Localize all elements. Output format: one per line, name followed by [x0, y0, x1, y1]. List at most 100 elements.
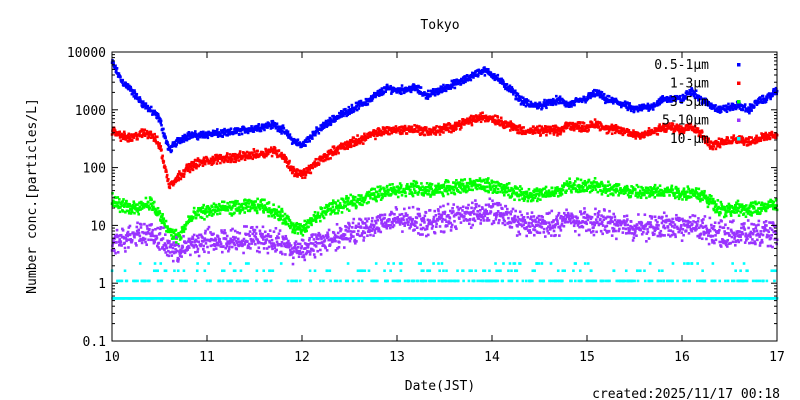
data-point-series-2: [313, 210, 317, 214]
data-point-series-2: [413, 191, 417, 195]
data-point-series-0: [598, 92, 601, 95]
data-point-series-1: [457, 124, 460, 128]
data-point-series-2: [457, 190, 460, 194]
data-point-series-2: [263, 198, 266, 202]
data-point-series-2: [493, 190, 497, 194]
data-point-series-2: [626, 193, 630, 197]
data-point-series-0: [385, 88, 388, 91]
data-point-series-0: [115, 67, 119, 70]
data-point-series-1: [187, 162, 191, 166]
data-point-series-0: [275, 122, 279, 126]
data-point-series-2: [573, 183, 576, 187]
data-point-series-1: [577, 125, 581, 128]
data-point-series-0: [514, 97, 517, 101]
data-point-series-0: [601, 95, 604, 99]
data-point-series-2: [244, 206, 248, 210]
data-point-series-2: [124, 210, 127, 214]
data-point-series-1: [485, 118, 489, 121]
data-point-series-1: [213, 158, 217, 161]
data-point-series-1: [401, 132, 404, 135]
data-point-series-2: [287, 217, 291, 221]
data-point-series-1: [301, 176, 304, 180]
data-point-series-2: [574, 187, 577, 191]
data-point-series-1: [228, 157, 232, 161]
data-point-series-2: [238, 206, 241, 209]
data-point-series-0: [347, 105, 351, 109]
data-point-series-2: [535, 187, 539, 190]
data-point-series-0: [114, 64, 117, 68]
data-point-series-2: [236, 209, 240, 212]
data-point-series-1: [663, 130, 666, 133]
data-point-series-1: [596, 120, 600, 124]
data-point-series-1: [633, 132, 637, 136]
data-point-series-1: [549, 125, 552, 129]
data-point-series-1: [124, 138, 128, 141]
data-point-series-2: [454, 184, 457, 187]
data-point-series-0: [718, 107, 722, 111]
data-point-series-2: [173, 237, 176, 240]
data-point-series-1: [509, 120, 513, 123]
data-point-series-2: [165, 230, 168, 233]
data-point-series-1: [222, 160, 226, 164]
data-point-series-2: [676, 195, 679, 198]
data-point-series-0: [621, 101, 625, 105]
data-point-series-1: [610, 123, 614, 127]
data-point-series-2: [452, 189, 456, 192]
data-point-series-0: [674, 99, 677, 102]
data-point-series-0: [176, 137, 180, 140]
data-point-series-2: [501, 187, 505, 191]
data-point-series-1: [686, 124, 690, 128]
data-point-series-0: [492, 75, 496, 79]
data-point-series-2: [312, 218, 316, 222]
data-point-series-0: [693, 91, 696, 94]
data-point-series-0: [121, 78, 125, 82]
data-point-series-1: [165, 170, 168, 173]
data-point-series-2: [596, 190, 600, 194]
data-point-series-1: [181, 173, 185, 176]
data-point-series-2: [242, 202, 246, 205]
data-point-series-0: [386, 85, 389, 88]
data-point-series-0: [408, 85, 412, 89]
data-point-series-1: [730, 140, 734, 144]
data-point-series-1: [558, 127, 562, 130]
data-point-series-2: [396, 190, 399, 193]
data-point-series-0: [525, 99, 528, 103]
data-point-series-2: [365, 201, 369, 205]
data-point-series-2: [677, 187, 680, 191]
data-point-series-1: [670, 128, 673, 131]
data-point-series-2: [129, 207, 132, 211]
data-point-series-2: [518, 189, 522, 192]
data-point-series-1: [604, 124, 608, 128]
data-point-series-1: [285, 165, 289, 168]
data-point-series-0: [761, 94, 765, 98]
data-point-series-2: [471, 182, 475, 185]
data-point-series-2: [490, 179, 494, 183]
data-point-series-2: [556, 186, 559, 189]
data-point-series-2: [593, 181, 596, 184]
data-point-series-1: [326, 155, 329, 158]
data-point-series-0: [610, 100, 613, 104]
data-point-series-2: [631, 189, 634, 193]
data-point-series-2: [675, 186, 678, 190]
data-point-series-2: [555, 189, 558, 192]
data-point-series-1: [453, 123, 457, 127]
data-point-series-0: [492, 74, 495, 78]
data-point-series-2: [269, 209, 272, 212]
data-point-series-2: [535, 192, 538, 196]
data-point-series-2: [421, 185, 424, 188]
data-point-series-1: [198, 163, 202, 166]
data-point-series-1: [718, 145, 722, 149]
data-point-series-2: [126, 202, 130, 206]
data-point-series-1: [717, 137, 721, 140]
data-point-series-2: [424, 191, 427, 195]
data-point-series-2: [635, 193, 638, 196]
data-point-series-2: [614, 190, 617, 194]
data-point-series-2: [121, 200, 125, 203]
data-point-series-0: [373, 92, 376, 96]
data-point-series-1: [363, 132, 366, 136]
data-point-series-1: [215, 162, 219, 165]
data-point-series-2: [409, 182, 413, 186]
data-point-series-0: [459, 82, 463, 86]
data-point-series-0: [182, 140, 186, 143]
